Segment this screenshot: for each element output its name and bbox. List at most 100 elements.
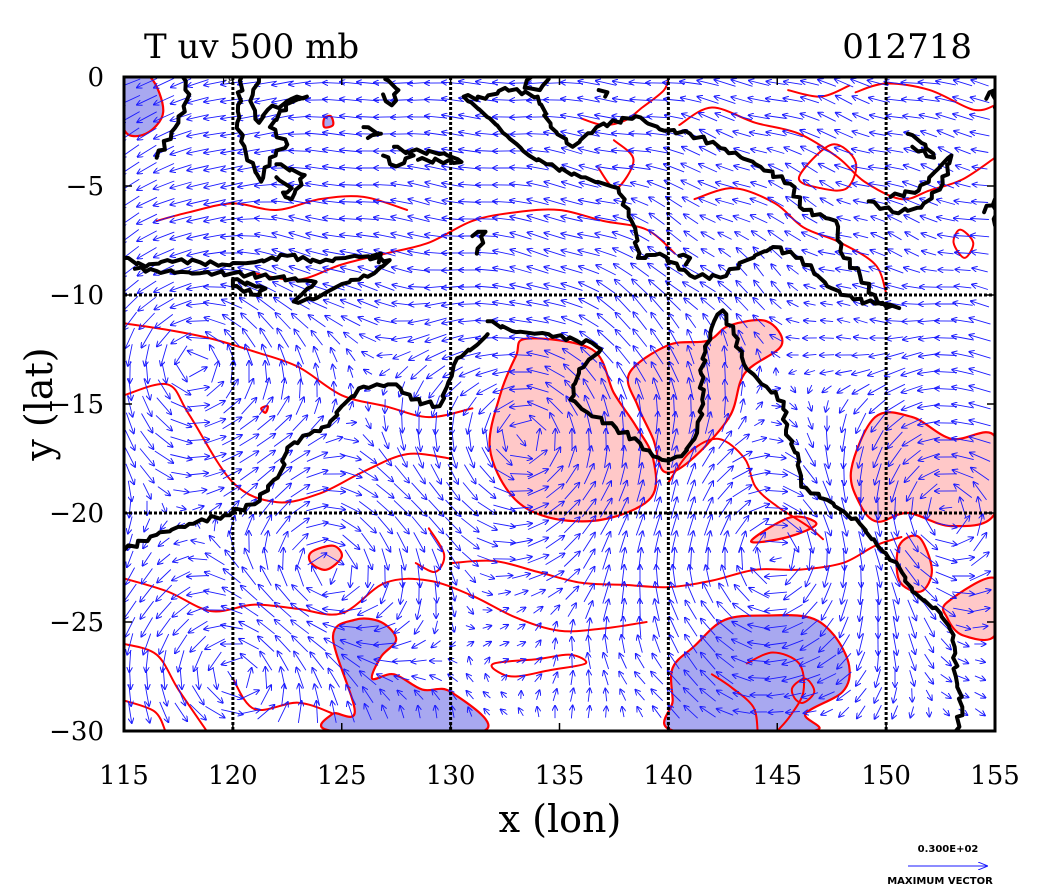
wind-vector-1099 (606, 429, 607, 452)
wind-vector-440 (667, 213, 682, 225)
x-tick-label: 140 (644, 761, 694, 791)
wind-vector-646 (701, 282, 716, 293)
wind-vector-351 (886, 183, 905, 188)
wind-vector-286 (647, 165, 668, 172)
wind-vector-721 (241, 313, 258, 329)
wind-vector-49 (954, 80, 973, 87)
wind-vector-298 (852, 166, 871, 169)
wind-vector-654 (837, 286, 852, 289)
wind-vector-253 (955, 148, 971, 155)
wind-vector-409 (137, 213, 158, 224)
wind-vector-724 (292, 314, 309, 329)
wind-vector-573 (323, 268, 345, 273)
wind-vector-343 (751, 182, 767, 189)
wind-vector-719 (205, 318, 226, 325)
x-tick-label: 135 (535, 761, 585, 791)
y-tick-label: −10 (49, 281, 104, 311)
wind-vector-469 (290, 233, 311, 240)
wind-vector-602 (820, 269, 835, 271)
wind-vector-605 (870, 267, 887, 274)
wind-vector-43 (851, 79, 871, 88)
wind-vector-306 (124, 178, 140, 191)
wind-vector-657 (886, 285, 905, 290)
wind-vector-738 (527, 319, 549, 324)
wind-vector-356 (973, 184, 988, 185)
wind-vector-745 (651, 313, 664, 330)
wind-vector-293 (769, 165, 784, 172)
temperature-contour (745, 651, 806, 731)
wind-vector-656 (869, 284, 887, 291)
x-tick-label: 155 (970, 761, 1020, 791)
wind-vector-584 (510, 267, 532, 274)
wind-vector-758 (871, 320, 886, 323)
wind-vector-658 (903, 286, 922, 289)
wind-vector-642 (632, 279, 649, 295)
wind-vector-408 (124, 212, 140, 225)
wind-vector-300 (886, 166, 904, 169)
wind-vector-520 (290, 250, 311, 257)
wind-vector-135 (682, 114, 701, 121)
wind-vector-201 (938, 131, 955, 138)
wind-vector-767 (157, 329, 172, 347)
wind-vector-93 (836, 96, 853, 105)
wind-vector-641 (615, 280, 632, 295)
wind-vector-444 (734, 216, 751, 223)
wind-vector-716 (155, 314, 174, 327)
wind-vector-1661 (623, 617, 624, 638)
wind-vector-35 (715, 80, 736, 87)
wind-vector-649 (754, 281, 765, 294)
wind-vector-483 (528, 232, 549, 241)
wind-vector-484 (545, 233, 566, 240)
wind-vector-587 (562, 267, 583, 274)
wind-vector-613 (138, 280, 157, 293)
wind-vector-650 (771, 282, 781, 293)
wind-vector-187 (700, 130, 717, 139)
wind-vector-357 (124, 195, 140, 208)
wind-vector-448 (803, 215, 818, 224)
wind-vector-202 (954, 131, 973, 138)
wind-vector-291 (734, 166, 750, 171)
wind-vector-235 (647, 149, 668, 154)
wind-vector-245 (818, 147, 837, 156)
wind-vector-659 (920, 287, 939, 288)
wind-vector-698 (719, 298, 732, 311)
wind-vector-506 (922, 233, 937, 240)
wind-vector-751 (753, 315, 766, 328)
wind-vector-373 (391, 200, 413, 205)
wind-vector-331 (545, 182, 566, 189)
wind-vector-691 (598, 297, 615, 312)
temperature-contour (124, 642, 208, 731)
wind-vector-411 (170, 215, 192, 222)
wind-vector-193 (800, 130, 820, 139)
wind-vector-525 (374, 250, 396, 257)
wind-vector-337 (648, 181, 667, 190)
wind-vector-779 (360, 334, 377, 343)
wind-vector-789 (527, 336, 549, 341)
wind-vector-468 (272, 233, 294, 240)
vector-legend: 0.300E+02 MAXIMUM VECTOR (887, 844, 993, 887)
wind-vector-146 (870, 115, 887, 120)
wind-vector-333 (580, 183, 599, 188)
wind-vector-775 (294, 330, 306, 347)
wind-vector-773 (260, 329, 273, 348)
wind-vector-702 (788, 301, 799, 308)
wind-vector-534 (528, 249, 549, 258)
wind-vector-777 (328, 332, 341, 345)
wind-vector-141 (783, 115, 804, 120)
y-tick-label: −20 (49, 499, 104, 529)
wind-vector-392 (716, 200, 735, 205)
wind-vector-675 (324, 300, 345, 309)
wind-vector-635 (510, 285, 532, 290)
wind-vector-588 (579, 266, 600, 275)
wind-vector-34 (697, 80, 719, 87)
wind-vector-765 (126, 327, 135, 348)
wind-vector-447 (785, 214, 801, 225)
wind-vector-796 (651, 329, 664, 347)
wind-vector-40 (801, 81, 820, 86)
wind-vector-782 (409, 334, 430, 342)
wind-vector-398 (821, 198, 834, 207)
wind-vector-1469 (827, 547, 828, 570)
wind-vector-134 (665, 115, 684, 120)
wind-vector-593 (665, 265, 683, 276)
wind-vector-640 (597, 281, 616, 294)
